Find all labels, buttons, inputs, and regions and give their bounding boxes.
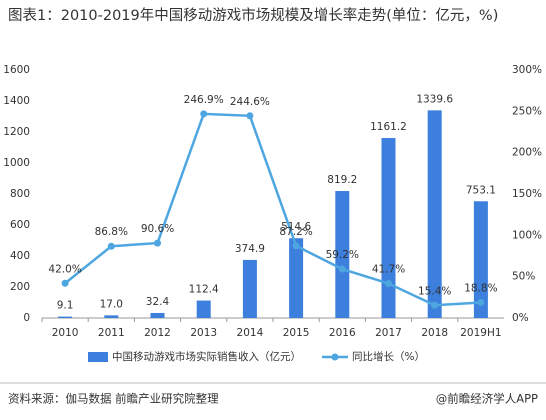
bar-label: 1339.6 [416,93,453,105]
y-tick-label: 200 [10,281,30,293]
x-tick-label: 2019H1 [460,327,501,339]
point-label: 87.2% [279,226,312,238]
y-tick-label: 400 [10,250,30,262]
x-tick-label: 2017 [375,327,402,339]
x-tick-label: 2010 [52,327,79,339]
bar-label: 753.1 [466,184,496,196]
bar-label: 1161.2 [370,121,407,133]
point [246,112,254,120]
chart-title: 图表1：2010-2019年中国移动游戏市场规模及增长率走势(单位：亿元，%) [8,8,499,24]
bar-label: 9.1 [57,300,74,312]
legend-swatch [331,353,339,361]
y-tick-label: 1600 [3,64,30,76]
point [154,239,161,247]
x-tick-label: 2016 [329,327,356,339]
x-tick-label: 2014 [237,327,264,339]
bar [427,110,442,318]
point-label: 18.8% [464,282,497,294]
point [385,280,392,288]
point-label: 86.8% [95,226,128,238]
point [292,242,300,250]
source: 资料来源：伽马数据 前瞻产业研究院整理 [8,392,219,406]
x-tick-label: 2013 [190,327,217,339]
point [431,301,439,309]
bar-label: 32.4 [146,296,170,308]
y2-tick-label: 150% [512,188,542,200]
point-label: 90.6% [141,223,174,235]
legend-swatch [88,352,108,362]
bar-label: 374.9 [235,243,265,255]
y-tick-label: 1200 [3,126,30,138]
bar [242,259,257,318]
y-tick-label: 0 [23,312,30,324]
y-tick-label: 1000 [3,157,30,169]
point-label: 15.4% [418,285,451,297]
point [477,298,485,306]
x-tick-label: 2018 [421,327,448,339]
y2-tick-label: 250% [512,105,542,117]
bar [196,300,211,318]
point [338,265,346,273]
point-label: 42.0% [48,263,81,275]
bar [104,315,119,318]
point-label: 246.9% [184,94,224,106]
point-label: 41.7% [372,264,405,276]
y-tick-label: 1400 [3,95,30,107]
y2-tick-label: 0% [512,312,529,324]
line [64,112,481,307]
bar [473,201,488,318]
point [61,279,69,287]
bar-label: 17.0 [100,298,123,310]
bar [381,138,396,318]
point-label: 244.6% [230,96,270,108]
y2-tick-label: 200% [512,147,542,159]
x-tick-label: 2011 [98,327,125,339]
bar-label: 112.4 [189,284,219,296]
point [200,110,208,118]
bar-label: 819.2 [327,174,357,186]
legend-label: 同比增长（%） [352,350,425,363]
x-tick-label: 2012 [144,327,171,339]
y2-tick-label: 100% [512,229,542,241]
bar [289,238,304,318]
x-tick-label: 2015 [283,327,310,339]
point-label: 59.2% [326,249,359,261]
bar [150,312,165,318]
legend-label: 中国移动游戏市场实际销售收入（亿元） [112,350,301,363]
y2-tick-label: 50% [512,271,535,283]
bar [335,191,350,318]
y2-tick-label: 300% [512,64,542,76]
y-tick-label: 600 [10,219,30,231]
point [107,242,115,250]
brand: @前瞻经济学人APP [436,392,538,406]
y-tick-label: 800 [10,188,30,200]
bar [58,316,73,318]
